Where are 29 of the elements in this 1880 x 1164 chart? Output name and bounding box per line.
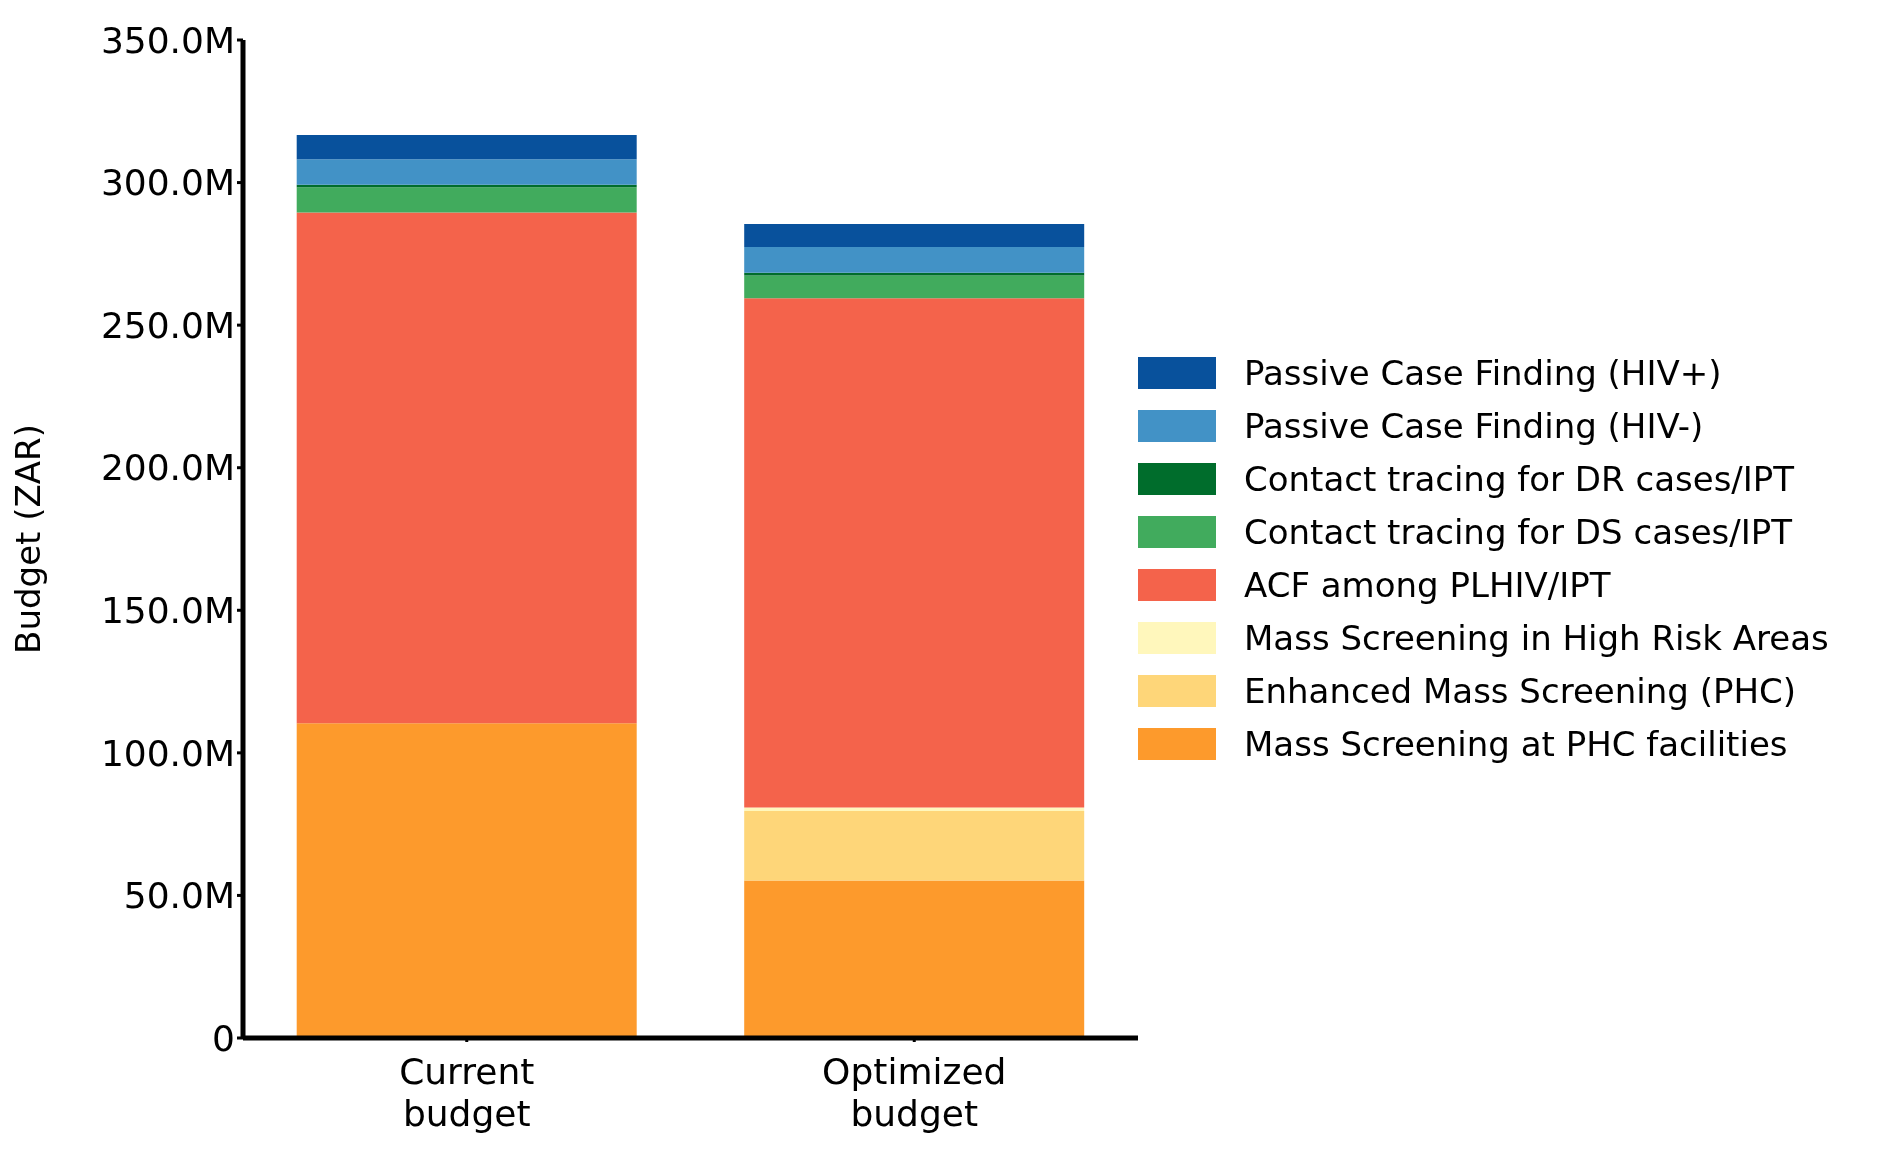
bar <box>744 298 1085 808</box>
legend-label: Mass Screening in High Risk Areas <box>1244 618 1829 658</box>
legend-label: Mass Screening at PHC facilities <box>1244 724 1788 764</box>
bar <box>744 247 1085 273</box>
bar <box>744 811 1085 881</box>
x-tick-label: Current budget <box>399 1051 535 1134</box>
legend-label: Passive Case Finding (HIV-) <box>1244 406 1704 446</box>
bar <box>296 187 637 213</box>
legend-label: Contact tracing for DS cases/IPT <box>1244 512 1793 552</box>
y-tick-label: 300.0M <box>100 162 235 204</box>
legend-label: Passive Case Finding (HIV+) <box>1244 353 1722 393</box>
bar <box>296 159 637 185</box>
legend-label: ACF among PLHIV/IPT <box>1244 565 1611 605</box>
y-tick-label: 100.0M <box>100 732 235 774</box>
bar <box>296 134 637 160</box>
bar <box>744 272 1085 276</box>
y-tick-label: 350.0M <box>100 19 235 61</box>
x-tick-label: Optimized budget <box>822 1051 1007 1134</box>
y-tick-label: 50.0M <box>123 875 235 917</box>
bar <box>744 275 1085 299</box>
legend-label: Contact tracing for DR cases/IPT <box>1244 459 1795 499</box>
y-tick-label: 200.0M <box>100 447 235 489</box>
y-tick-label: 150.0M <box>100 590 235 632</box>
y-tick-label: 0 <box>212 1017 235 1059</box>
y-axis-title: Budget (ZAR) <box>8 424 49 654</box>
y-tick-label: 250.0M <box>100 304 235 346</box>
legend-label: Enhanced Mass Screening (PHC) <box>1244 671 1796 711</box>
bar <box>296 212 637 724</box>
bar <box>744 223 1085 248</box>
